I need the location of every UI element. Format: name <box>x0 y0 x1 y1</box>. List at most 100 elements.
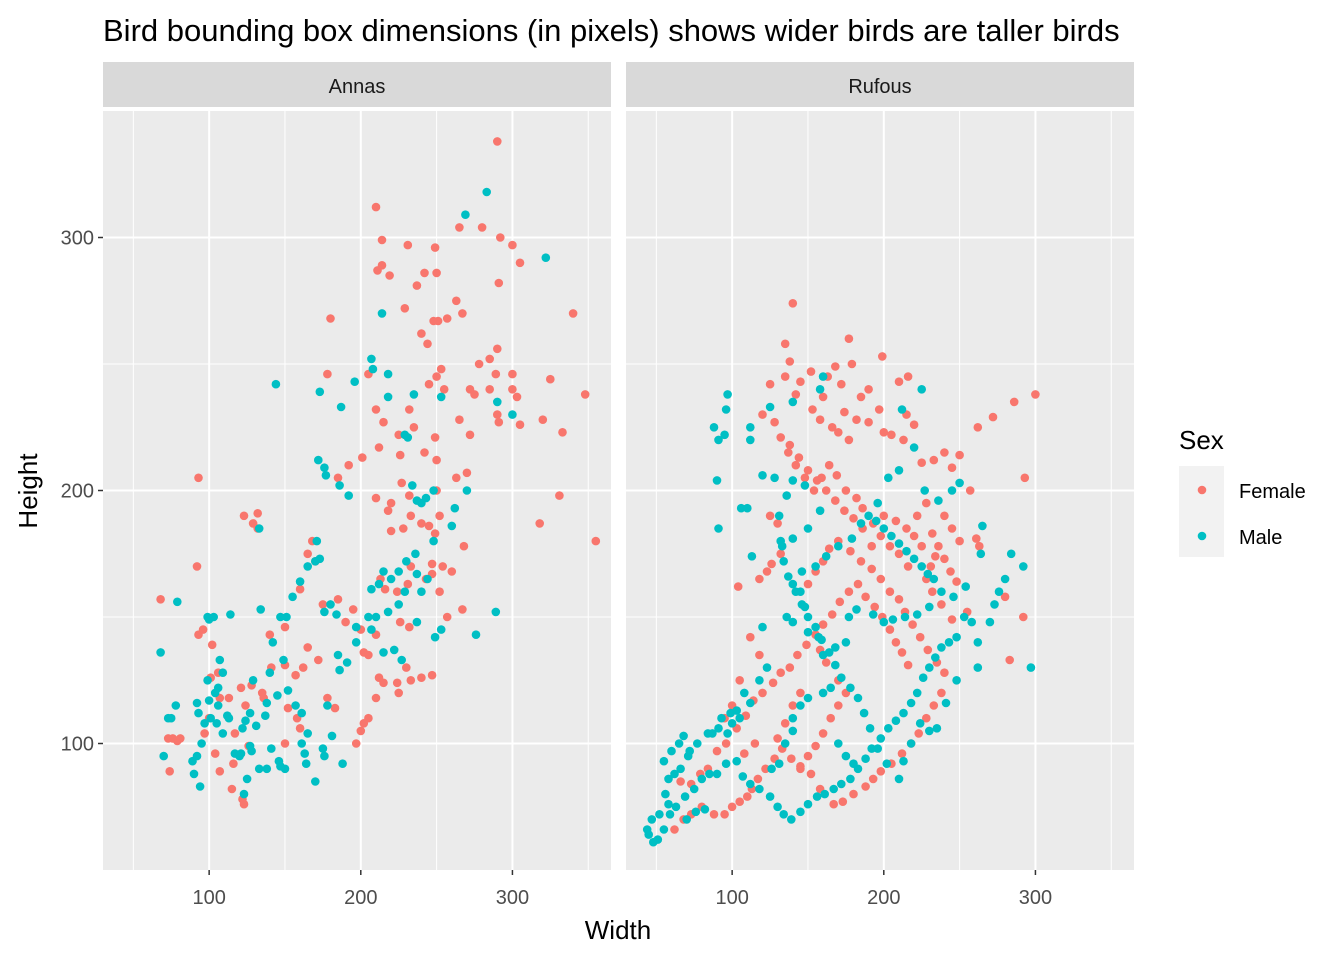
data-point <box>471 630 481 639</box>
data-point <box>852 605 861 614</box>
data-point <box>967 617 976 627</box>
data-point <box>450 503 460 513</box>
data-point <box>885 625 895 634</box>
data-point <box>455 415 464 425</box>
data-point <box>832 471 842 480</box>
data-point <box>743 792 752 801</box>
data-point <box>940 668 949 677</box>
data-point <box>714 724 723 733</box>
data-point <box>758 622 767 632</box>
data-point <box>709 810 719 819</box>
data-point <box>894 595 904 604</box>
data-point <box>458 605 467 614</box>
data-point <box>826 713 835 723</box>
data-point <box>947 524 957 533</box>
data-point <box>852 493 861 503</box>
data-point <box>380 584 390 594</box>
data-point <box>671 802 681 812</box>
data-point <box>827 423 837 432</box>
x-axis-title: Width <box>585 915 651 945</box>
data-point <box>791 587 801 596</box>
data-point <box>194 473 203 483</box>
data-point <box>779 557 788 566</box>
data-point <box>383 607 393 617</box>
data-point <box>858 503 867 513</box>
data-point <box>758 471 767 480</box>
data-point <box>965 486 975 495</box>
data-point <box>171 701 181 710</box>
y-tick-label: 100 <box>61 734 94 756</box>
data-point <box>485 385 495 394</box>
data-point <box>383 369 393 379</box>
data-point <box>834 428 843 437</box>
data-point <box>796 701 805 710</box>
data-point <box>568 309 578 318</box>
data-point <box>515 258 525 268</box>
data-point <box>853 579 863 589</box>
data-point <box>409 423 419 432</box>
data-point <box>717 713 726 723</box>
data-point <box>876 767 886 776</box>
x-tick-label: 300 <box>1019 887 1052 909</box>
data-point <box>251 721 261 731</box>
data-point <box>914 729 923 738</box>
data-point <box>333 473 343 483</box>
data-point <box>491 607 501 617</box>
data-point <box>780 719 790 728</box>
data-point <box>767 764 776 774</box>
data-point <box>906 739 916 748</box>
data-point <box>975 541 984 551</box>
data-point <box>923 645 933 655</box>
data-point <box>925 726 934 736</box>
data-point <box>767 559 776 569</box>
data-point <box>447 521 457 531</box>
data-point <box>831 643 840 652</box>
data-point <box>461 210 470 219</box>
data-point <box>906 698 916 708</box>
data-point <box>402 663 411 672</box>
data-point <box>947 486 957 495</box>
data-point <box>721 759 731 768</box>
data-point <box>937 600 946 609</box>
data-point <box>743 503 752 513</box>
data-point <box>856 519 866 528</box>
data-point <box>978 521 987 531</box>
data-point <box>947 615 957 624</box>
data-point <box>429 316 438 326</box>
data-point <box>780 739 790 748</box>
data-point <box>288 592 297 602</box>
data-point <box>333 595 343 604</box>
data-point <box>868 610 878 619</box>
data-point <box>721 739 731 748</box>
data-point <box>787 815 796 824</box>
data-point <box>750 739 760 748</box>
data-point <box>818 392 828 402</box>
data-point <box>580 390 590 399</box>
x-tick-label: 200 <box>867 887 900 909</box>
data-point <box>215 655 225 665</box>
data-point <box>861 782 870 791</box>
data-point <box>899 708 908 718</box>
legend-label-male: Male <box>1239 527 1282 549</box>
data-point <box>849 759 858 768</box>
data-point <box>873 744 882 753</box>
data-point <box>417 519 426 528</box>
data-point <box>394 430 404 440</box>
data-point <box>796 688 805 698</box>
data-point <box>493 137 502 146</box>
data-point <box>399 524 408 533</box>
data-point <box>811 562 820 571</box>
data-point <box>535 519 544 528</box>
data-point <box>853 693 863 703</box>
data-point <box>925 602 934 612</box>
data-point <box>740 688 749 698</box>
data-point <box>928 529 937 538</box>
data-point <box>241 701 250 710</box>
data-point <box>976 549 986 559</box>
data-point <box>899 756 908 766</box>
data-point <box>831 362 840 371</box>
data-point <box>873 498 882 508</box>
data-point <box>386 574 396 584</box>
data-point <box>438 562 448 571</box>
data-point <box>727 719 737 728</box>
